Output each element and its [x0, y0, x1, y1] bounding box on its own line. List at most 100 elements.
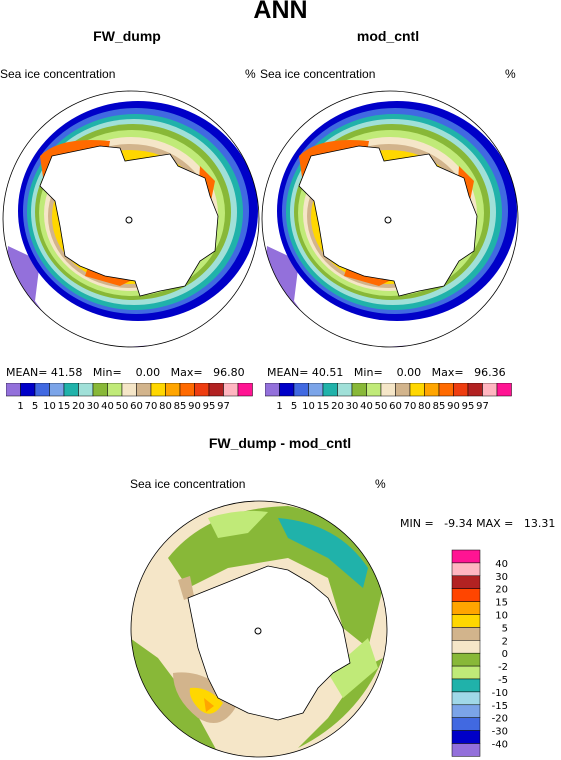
colorbar-swatch: [49, 383, 65, 397]
panel-title-fw-dump: FW_dump: [93, 28, 161, 44]
min-label: Min=: [92, 366, 122, 379]
colorbar-tick-label: 70: [404, 401, 417, 412]
stats-line-fw-dump: MEAN= 41.58 Min= 0.00 Max= 96.80: [6, 366, 245, 379]
polar-map-fw-dump: [2, 90, 260, 348]
diff-units-label: %: [375, 477, 386, 491]
colorbar-swatch: [380, 383, 396, 397]
colorbar-tick-label: 20: [495, 585, 508, 596]
colorbar-tick-label: 40: [360, 401, 373, 412]
colorbar-swatch: [451, 665, 481, 680]
colorbar-tick-label: 15: [58, 401, 71, 412]
colorbar-fw-dump: 1 5 10 15 20 30 40 50 60 70 80 85 90 95 97: [6, 383, 253, 412]
colorbar-swatch: [451, 640, 481, 654]
colorbar-swatch: [438, 383, 454, 397]
colorbar-swatch: [92, 383, 108, 397]
colorbar-tick-label: 85: [433, 401, 446, 412]
colorbar-swatch: [150, 383, 166, 397]
colorbar-tick-label: 40: [495, 559, 508, 570]
colorbar-tick-label: 0: [502, 649, 508, 660]
colorbar-swatch: [179, 383, 195, 397]
colorbar-tick-label: 50: [116, 401, 129, 412]
mean-label: MEAN=: [6, 366, 48, 379]
colorbar-tick-label: 30: [87, 401, 100, 412]
colorbar-swatch: [451, 652, 481, 667]
mean-value: 40.51: [311, 366, 344, 379]
colorbar-swatch: [366, 383, 382, 397]
min-label: Min=: [353, 366, 383, 379]
colorbar-swatch: [63, 383, 79, 397]
colorbar-tick-label: 60: [389, 401, 402, 412]
colorbar-tick-label: 70: [145, 401, 158, 412]
colorbar-tick-label: 90: [188, 401, 201, 412]
colorbar-swatch: [308, 383, 324, 397]
colorbar-swatch: [451, 627, 481, 641]
colorbar-tick-label: 97: [476, 401, 489, 412]
stats-line-mod-cntl: MEAN= 40.51 Min= 0.00 Max= 96.36: [267, 366, 506, 379]
panel-title-mod-cntl: mod_cntl: [356, 28, 420, 44]
colorbar-swatch: [451, 549, 481, 564]
max-label: Max=: [170, 366, 203, 379]
max-value: 96.80: [213, 366, 245, 379]
colorbar-tick-label: 30: [495, 572, 508, 583]
colorbar-tick-label: -5: [498, 675, 508, 686]
colorbar-tick-label: 20: [72, 401, 85, 412]
colorbar-tick-label: 15: [495, 598, 508, 609]
colorbar-swatch: [451, 743, 481, 757]
colorbar-swatch: [451, 704, 481, 718]
colorbar-swatch: [34, 383, 50, 397]
colorbar-tick-label: 80: [159, 401, 172, 412]
colorbar-tick-label: 40: [101, 401, 114, 412]
colorbar-tick-label: 10: [43, 401, 56, 412]
colorbar-swatch: [451, 575, 481, 589]
min-value: 0.00: [135, 366, 161, 379]
colorbar-mod-cntl: 1 5 10 15 20 30 40 50 60 70 80 85 90 95 97: [265, 383, 512, 412]
colorbar-swatch: [351, 383, 367, 397]
colorbar-swatch: [496, 383, 512, 397]
colorbar-tick-label: -20: [492, 714, 508, 725]
colorbar-swatch: [322, 383, 338, 397]
colorbar-swatch: [337, 383, 353, 397]
polar-map-difference: [130, 500, 388, 758]
polar-map-mod-cntl: [261, 90, 519, 348]
colorbar-tick-label: 5: [502, 623, 508, 634]
colorbar-tick-label: 30: [346, 401, 359, 412]
colorbar-swatch: [293, 383, 309, 397]
colorbar-tick-label: 15: [317, 401, 330, 412]
colorbar-swatch: [136, 383, 152, 397]
colorbar-swatch: [451, 562, 481, 577]
colorbar-tick-label: 95: [203, 401, 216, 412]
colorbar-tick-label: 50: [375, 401, 388, 412]
colorbar-tick-label: -10: [492, 688, 508, 699]
colorbar-swatch: [451, 614, 481, 628]
diff-panel-title: FW_dump - mod_cntl: [208, 435, 352, 451]
colorbar-swatch: [265, 383, 280, 397]
colorbar-tick-label: 5: [291, 401, 297, 412]
colorbar-tick-label: 10: [495, 611, 508, 622]
diff-variable-label: Sea ice concentration: [130, 477, 246, 491]
colorbar-tick-label: 90: [447, 401, 460, 412]
colorbar-tick-label: -2: [498, 662, 508, 673]
colorbar-swatch: [451, 601, 481, 615]
colorbar-swatch: [424, 383, 440, 397]
colorbar-swatch: [237, 383, 253, 397]
colorbar-swatch: [453, 383, 469, 397]
colorbar-swatch: [467, 383, 483, 397]
colorbar-swatch: [121, 383, 137, 397]
colorbar-tick-label: -30: [492, 727, 508, 738]
min-value: 0.00: [396, 366, 422, 379]
figure-title: ANN: [253, 0, 308, 24]
colorbar-tick-label: 2: [502, 636, 508, 647]
colorbar-tick-label: 20: [331, 401, 344, 412]
mean-label: MEAN=: [267, 366, 309, 379]
colorbar-swatch: [451, 678, 481, 693]
colorbar-tick-label: 85: [174, 401, 187, 412]
colorbar-tick-label: 5: [32, 401, 38, 412]
colorbar-tick-label: -15: [492, 701, 508, 712]
mean-value: 41.58: [50, 366, 83, 379]
colorbar-swatch: [451, 588, 481, 602]
colorbar-swatch: [78, 383, 94, 397]
colorbar-tick-label: 1: [17, 401, 23, 412]
colorbar-tick-label: 1: [276, 401, 282, 412]
colorbar-tick-label: 95: [462, 401, 475, 412]
